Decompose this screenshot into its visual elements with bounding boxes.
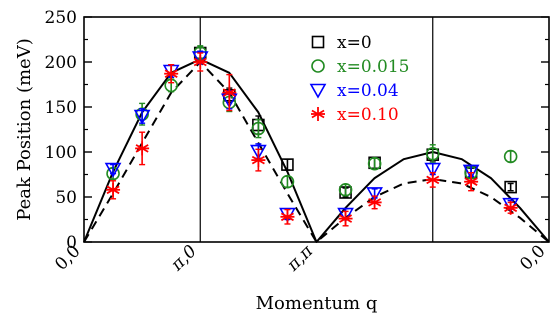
data-point xyxy=(337,207,354,223)
y-tick-label: 50 xyxy=(55,188,77,208)
data-point xyxy=(462,164,480,180)
data-points xyxy=(104,45,520,227)
legend-label: x=0 xyxy=(337,33,372,53)
axes: 0 50 100 150 200 250 0,0 π,0 π,π 0,0 xyxy=(45,8,550,276)
data-point xyxy=(366,187,383,203)
data-point xyxy=(425,172,440,187)
legend-label: x=0.015 xyxy=(337,57,410,77)
dashed-model-curve xyxy=(83,61,550,243)
data-point xyxy=(133,109,151,125)
plot-frame xyxy=(83,16,550,243)
data-point xyxy=(367,156,382,171)
y-tick-label: 200 xyxy=(45,53,77,73)
data-point xyxy=(338,211,353,226)
data-point xyxy=(250,144,267,160)
x-axis-title: Momentum q xyxy=(256,293,378,314)
legend: x=0 x=0.015 x=0.04 x=0.10 xyxy=(309,33,410,125)
legend-marker xyxy=(311,59,325,73)
legend-label: x=0.10 xyxy=(337,105,399,125)
model-curves xyxy=(83,58,550,243)
data-point xyxy=(251,121,266,136)
y-tick-label: 100 xyxy=(45,143,77,163)
data-point xyxy=(222,85,237,100)
data-point xyxy=(191,51,209,67)
data-point xyxy=(281,158,294,171)
data-point xyxy=(425,147,440,161)
data-point xyxy=(251,153,266,168)
y-tick-label: 250 xyxy=(45,8,77,28)
data-point xyxy=(367,195,382,210)
data-point xyxy=(503,149,518,164)
data-point xyxy=(464,174,479,189)
legend-marker xyxy=(309,83,327,99)
zone-boundary-lines xyxy=(199,17,434,242)
x-tick-label: π,0 xyxy=(167,241,201,275)
data-point xyxy=(106,182,121,197)
y-tick-label: 0 xyxy=(66,233,77,253)
legend-marker xyxy=(311,35,325,49)
y-tick-label: 150 xyxy=(45,98,77,118)
data-point xyxy=(424,162,442,178)
data-point xyxy=(280,209,295,224)
data-point xyxy=(104,162,122,178)
data-point xyxy=(193,55,208,69)
data-point xyxy=(280,174,295,189)
legend-marker xyxy=(311,107,325,121)
data-point xyxy=(504,180,517,194)
legend-label: x=0.04 xyxy=(337,81,399,101)
x-tick-label: π,π xyxy=(283,241,318,276)
solid-model-curve xyxy=(83,58,550,243)
x-tick-label: 0,0 xyxy=(51,241,84,274)
data-point xyxy=(164,66,179,81)
y-axis-title: Peak Position (meV) xyxy=(14,38,35,220)
data-point xyxy=(338,183,353,197)
data-point xyxy=(135,141,150,156)
data-point xyxy=(503,200,518,215)
series-x=0.10 xyxy=(106,52,518,227)
x-tick-label: 0,0 xyxy=(516,241,549,274)
